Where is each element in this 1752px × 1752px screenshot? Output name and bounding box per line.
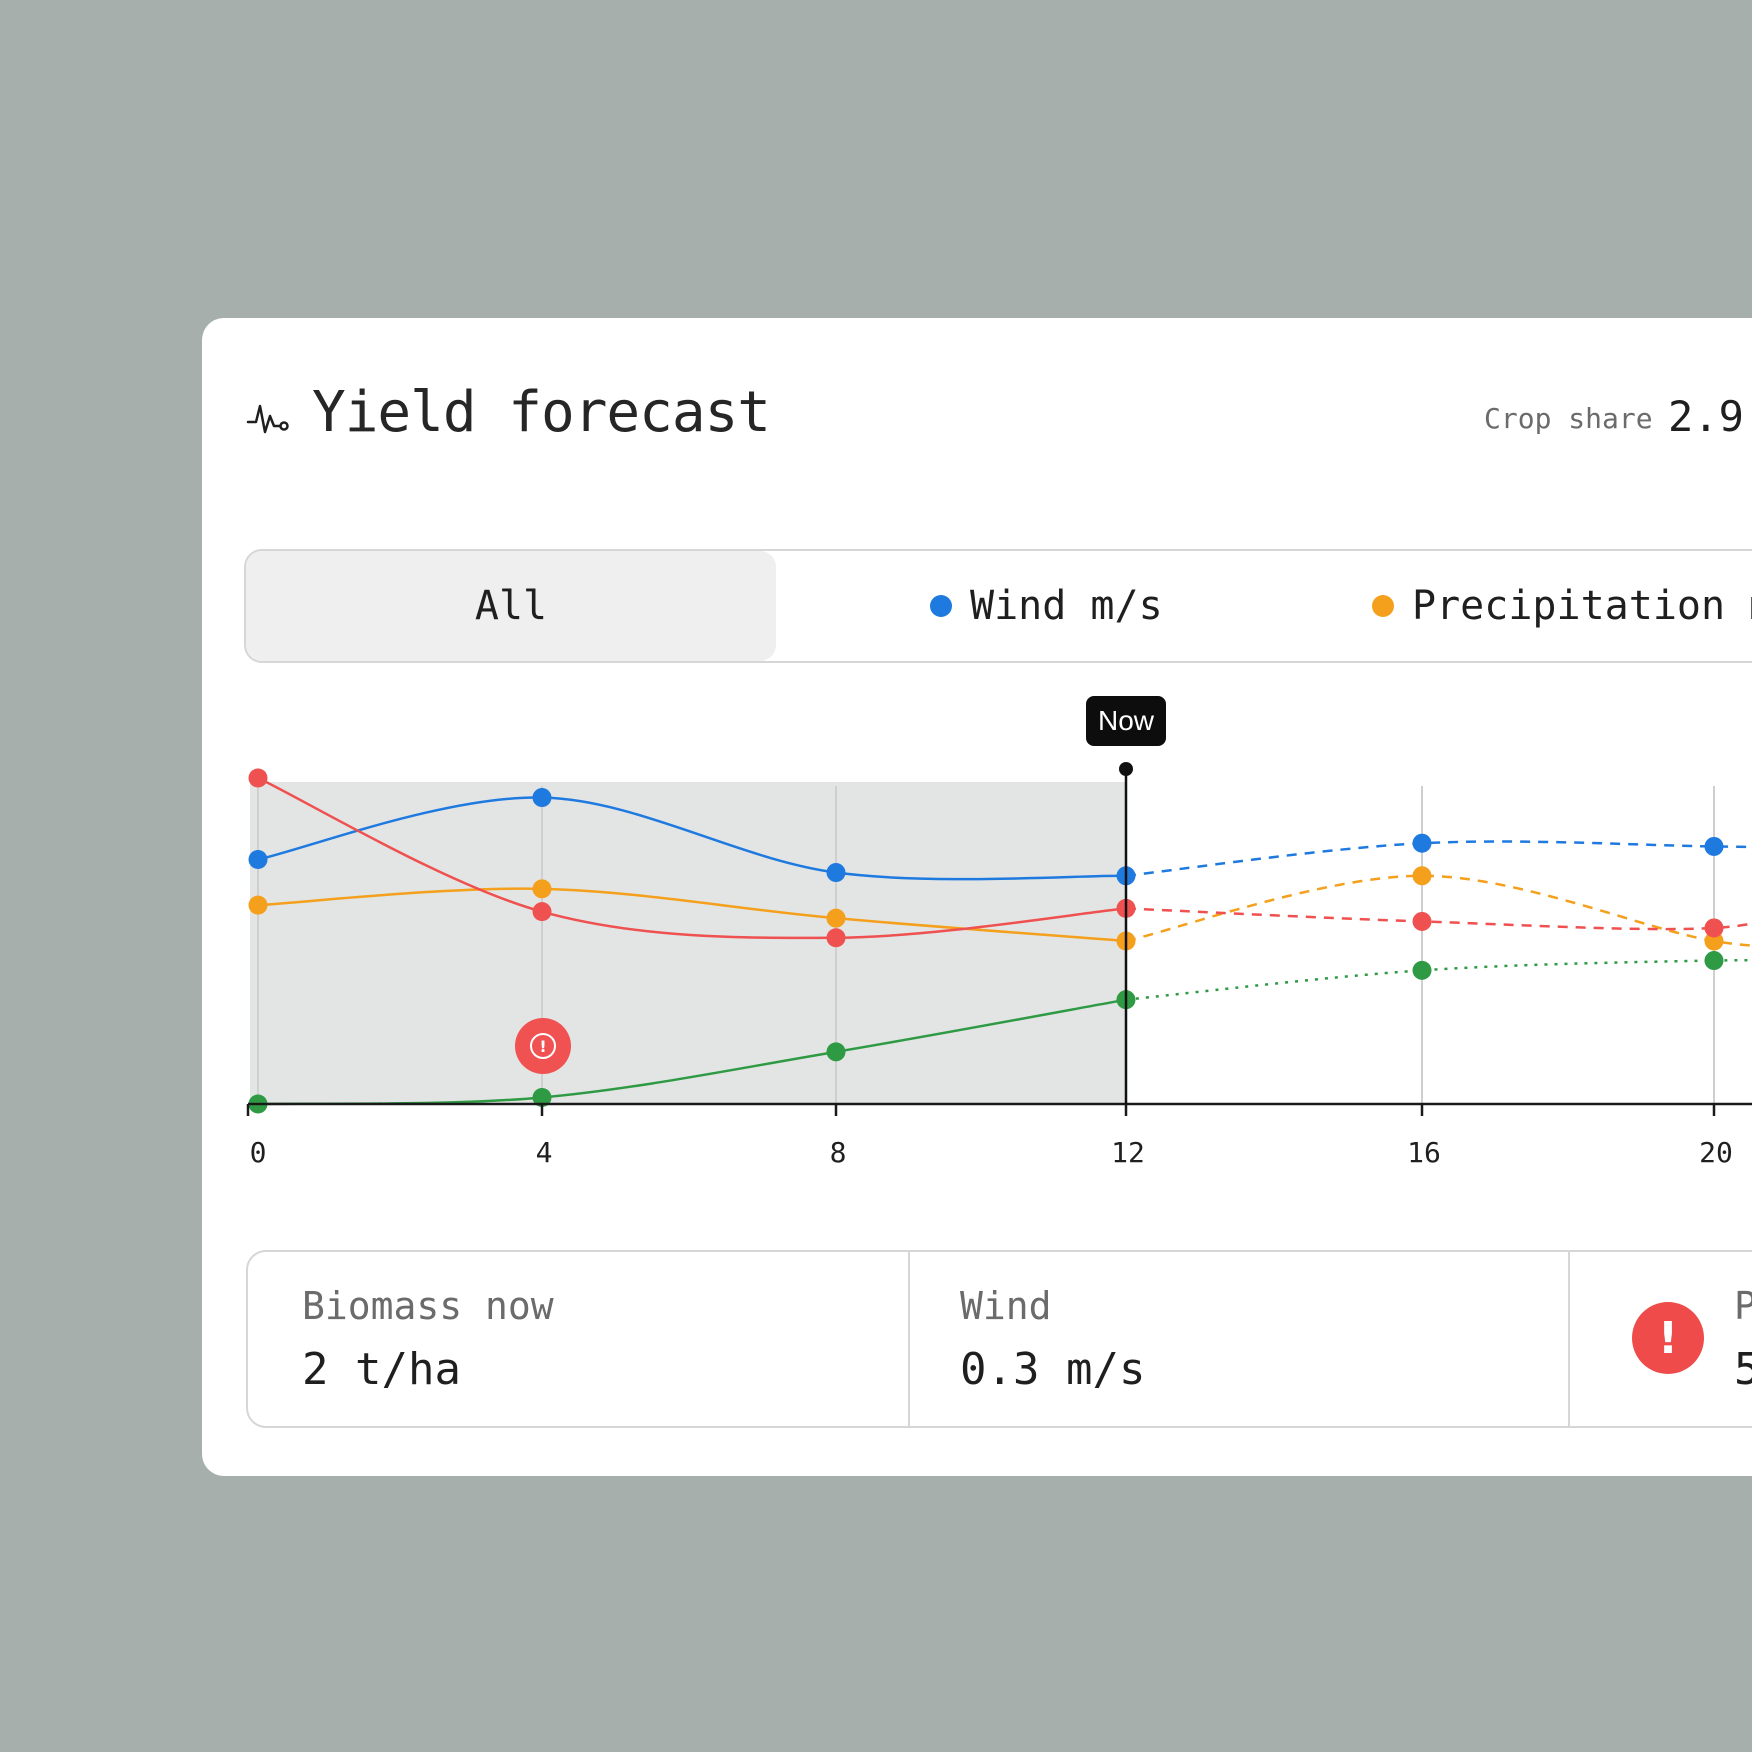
x-tick-label: 20 [1699, 1136, 1733, 1169]
data-point [248, 850, 268, 869]
filter-precipitation-button[interactable]: Precipitation mm [1372, 551, 1752, 661]
data-point [826, 928, 846, 948]
data-point [248, 768, 268, 788]
data-point [1412, 866, 1432, 886]
series-line-past [257, 776, 1127, 940]
stat-wind-label: Wind [960, 1284, 1052, 1328]
data-point [532, 902, 552, 922]
data-point [1412, 960, 1432, 980]
past-period-shading [250, 782, 1126, 1104]
filter-wind-label: Wind m/s [970, 583, 1163, 629]
stat-wind: Wind 0.3 m/s [910, 1252, 1568, 1426]
series-line-forecast [1125, 840, 1752, 878]
series-line-forecast [1125, 958, 1752, 1001]
data-point [826, 1042, 846, 1062]
stat-biomass: Biomass now 2 t/ha [248, 1252, 908, 1426]
stat-divider [908, 1252, 910, 1426]
now-line-knob [1119, 762, 1133, 776]
x-tick-label: 16 [1407, 1136, 1441, 1169]
filter-precipitation-label: Precipitation mm [1412, 583, 1752, 629]
data-point [826, 863, 846, 883]
filter-wind-button[interactable]: Wind m/s [930, 551, 1163, 661]
stat-biomass-label: Biomass now [302, 1284, 554, 1328]
data-point [532, 879, 552, 899]
now-marker-label: Now [1086, 696, 1166, 746]
data-point [1412, 833, 1432, 853]
stat-divider [1568, 1252, 1570, 1426]
series-line-forecast [1125, 874, 1752, 947]
x-tick-label: 0 [249, 1136, 267, 1169]
series-line-forecast [1125, 907, 1752, 931]
precipitation-dot-icon [1372, 595, 1394, 617]
data-point [1704, 931, 1724, 951]
data-point [1704, 951, 1724, 971]
series-filter: All Wind m/s Precipitation mm [244, 549, 1752, 663]
x-tick-label: 8 [829, 1136, 847, 1169]
stats-panel: Biomass now 2 t/ha Wind 0.3 m/s ! P 5 [246, 1250, 1752, 1428]
data-point [1704, 836, 1724, 856]
wind-dot-icon [930, 595, 952, 617]
crop-share-value: 2.9 [1668, 392, 1744, 441]
page-title: Yield forecast [312, 380, 771, 445]
series-line-past [257, 796, 1127, 881]
x-tick-label: 12 [1111, 1136, 1145, 1169]
x-tick-label: 4 [535, 1136, 553, 1169]
alert-circle-icon[interactable]: ! [1632, 1302, 1704, 1374]
crop-share-label: Crop share [1484, 402, 1653, 435]
alert-circle-icon[interactable]: ! [515, 1018, 571, 1074]
stat-precipitation-label: P [1734, 1284, 1752, 1328]
data-point [1704, 918, 1724, 938]
data-point [826, 908, 846, 928]
stat-precipitation-value: 5 [1734, 1344, 1752, 1395]
stat-biomass-value: 2 t/ha [302, 1344, 461, 1395]
series-line-past [257, 887, 1127, 943]
filter-all-button[interactable]: All [246, 551, 776, 661]
activity-pulse-icon [246, 404, 289, 434]
stat-wind-value: 0.3 m/s [960, 1344, 1146, 1395]
data-point [532, 1087, 552, 1107]
data-point [248, 895, 268, 915]
data-point [532, 788, 552, 808]
stat-precipitation: P 5 [1734, 1252, 1752, 1426]
data-point [1412, 911, 1432, 931]
